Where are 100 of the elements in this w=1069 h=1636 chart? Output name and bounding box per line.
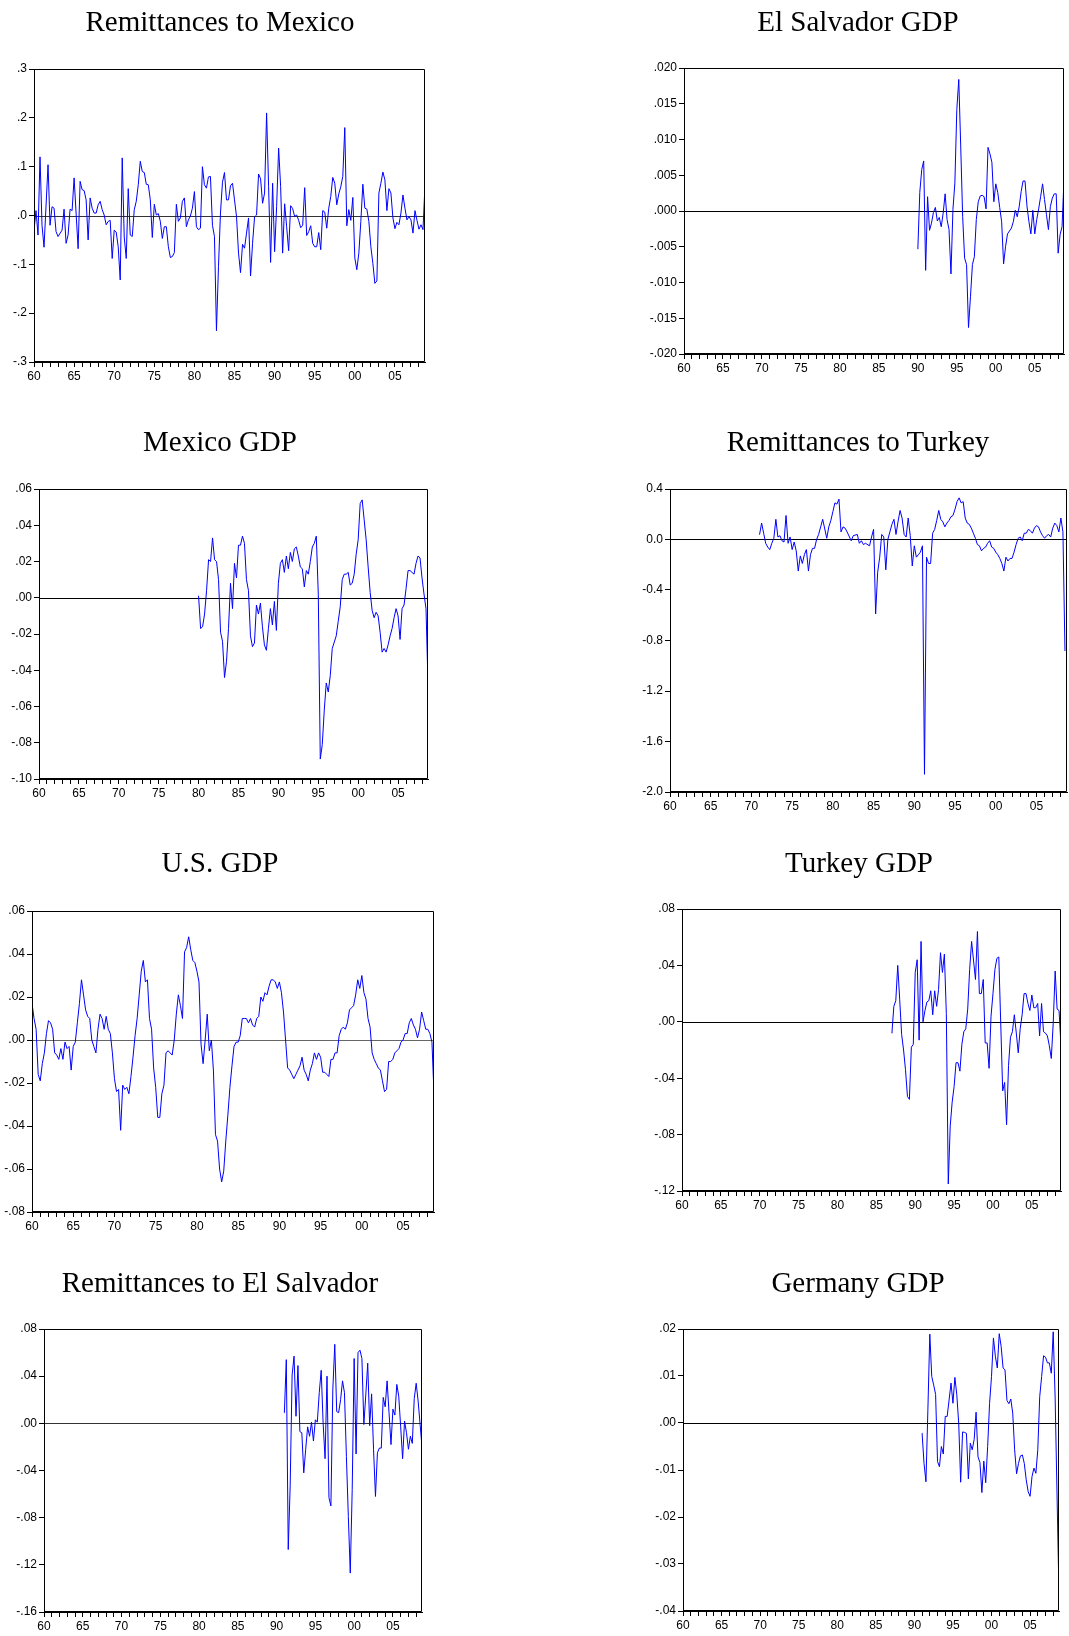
x-tick-label: 70 (755, 360, 769, 375)
y-tick-label: -.08 (654, 1126, 676, 1141)
y-tick-label: .00 (8, 1032, 26, 1047)
y-tick-label: -.03 (655, 1556, 677, 1571)
y-tick-label: .01 (659, 1368, 677, 1383)
y-tick-label: -.06 (4, 1161, 26, 1176)
y-tick-label: .04 (15, 517, 33, 532)
chart-title: El Salvador GDP (757, 4, 959, 38)
x-tick-label: 65 (714, 1617, 729, 1632)
y-tick-label: -.08 (11, 735, 33, 750)
y-tick-label: -.02 (11, 626, 33, 641)
x-tick-label: 85 (227, 368, 242, 383)
x-tick-label: 60 (676, 1617, 690, 1632)
y-tick-label: .0 (16, 207, 28, 222)
y-tick-label: -.02 (4, 1075, 26, 1090)
x-tick-label: 70 (112, 785, 126, 800)
x-tick-label: 80 (187, 368, 202, 383)
x-tick-label: 95 (948, 798, 963, 813)
y-tick-label: -1.2 (642, 683, 664, 698)
x-tick-label: 65 (67, 368, 82, 383)
x-tick-label: 65 (716, 360, 730, 375)
x-tick-label: 65 (704, 798, 718, 813)
x-tick-label: 80 (190, 1218, 204, 1233)
y-tick-label: -.06 (11, 698, 33, 713)
y-tick-label: -.08 (4, 1204, 26, 1219)
x-tick-label: 95 (308, 368, 322, 383)
y-tick-label: .2 (16, 110, 28, 125)
x-tick-label: 05 (386, 1618, 400, 1633)
x-tick-label: 60 (32, 785, 46, 800)
x-tick-label: 80 (191, 785, 206, 800)
y-tick-label: -.04 (16, 1462, 38, 1477)
chart-title: Remittances to Turkey (726, 424, 990, 458)
x-tick-label: 95 (313, 1218, 328, 1233)
y-tick-label: 0.0 (646, 531, 664, 546)
x-tick-label: 95 (947, 1197, 962, 1212)
x-tick-label: 70 (753, 1197, 767, 1212)
y-tick-label: .00 (659, 1415, 677, 1430)
x-tick-label: 75 (794, 360, 808, 375)
chart-title: Remittances to Mexico (85, 4, 355, 38)
x-tick-label: 65 (72, 785, 86, 800)
y-tick-label: -.02 (655, 1509, 677, 1524)
y-tick-label: .02 (15, 553, 33, 568)
x-tick-label: 05 (388, 368, 402, 383)
y-tick-label: .020 (653, 60, 678, 75)
x-tick-label: 60 (675, 1197, 689, 1212)
x-tick-label: 95 (311, 785, 326, 800)
y-tick-label: .06 (15, 481, 33, 496)
y-tick-label: .04 (20, 1368, 38, 1383)
y-tick-label: -.1 (12, 256, 28, 271)
y-tick-label: -.015 (649, 310, 678, 325)
chart-title: Mexico GDP (143, 424, 297, 458)
y-tick-label: -.005 (649, 239, 678, 254)
x-tick-label: 75 (147, 368, 162, 383)
y-tick-label: .3 (16, 61, 28, 76)
x-tick-label: 70 (114, 1618, 129, 1633)
y-tick-label: -2.0 (642, 784, 664, 799)
x-tick-label: 95 (946, 1617, 960, 1632)
x-tick-label: 85 (231, 785, 246, 800)
chart-title: U.S. GDP (161, 845, 279, 879)
y-tick-label: -.04 (4, 1118, 26, 1133)
x-tick-label: 60 (37, 1618, 51, 1633)
x-tick-label: 80 (826, 798, 840, 813)
x-tick-label: 90 (271, 785, 286, 800)
x-tick-label: 90 (908, 1197, 923, 1212)
x-tick-label: 65 (714, 1197, 728, 1212)
x-tick-label: 85 (872, 360, 886, 375)
x-tick-label: 70 (753, 1617, 768, 1632)
x-tick-label: 05 (391, 785, 406, 800)
y-tick-label: -.01 (655, 1462, 677, 1477)
y-tick-label: -.10 (11, 771, 33, 786)
y-tick-label: .00 (15, 590, 33, 605)
x-tick-label: 85 (869, 1197, 884, 1212)
x-tick-label: 00 (986, 1197, 1000, 1212)
x-tick-label: 00 (984, 1617, 999, 1632)
x-tick-label: 75 (153, 1618, 168, 1633)
x-tick-label: 95 (950, 360, 964, 375)
y-tick-label: .00 (20, 1415, 38, 1430)
y-tick-label: -.12 (654, 1183, 676, 1198)
x-tick-label: 05 (1025, 1197, 1039, 1212)
x-tick-label: 85 (231, 1618, 245, 1633)
y-tick-label: -.010 (649, 274, 678, 289)
x-tick-label: 60 (25, 1218, 39, 1233)
x-tick-label: 60 (663, 798, 677, 813)
y-tick-label: .005 (653, 167, 678, 182)
y-tick-label: -.04 (654, 1070, 676, 1085)
y-tick-label: 0.4 (646, 481, 664, 496)
x-tick-label: 05 (1029, 798, 1044, 813)
y-tick-label: -.16 (16, 1604, 38, 1619)
y-tick-label: .00 (658, 1014, 676, 1029)
x-tick-label: 70 (107, 368, 122, 383)
y-tick-label: .015 (653, 96, 678, 111)
x-tick-label: 80 (830, 1617, 845, 1632)
y-tick-label: -.020 (649, 346, 678, 361)
x-tick-label: 80 (833, 360, 847, 375)
y-tick-label: .010 (653, 131, 678, 146)
x-tick-label: 00 (355, 1218, 369, 1233)
x-tick-label: 00 (989, 360, 1003, 375)
y-tick-label: -1.6 (642, 733, 664, 748)
y-tick-label: .04 (658, 957, 676, 972)
y-tick-label: -.04 (655, 1603, 677, 1618)
